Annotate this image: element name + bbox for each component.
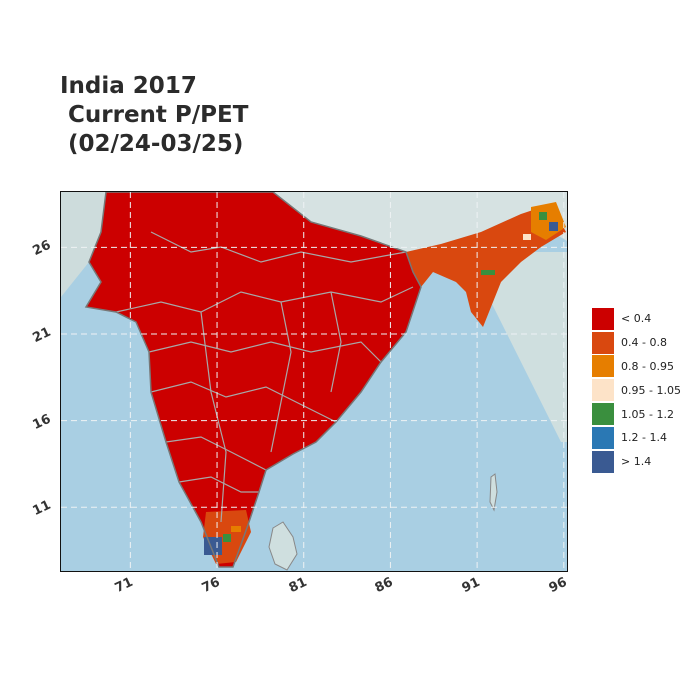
legend-swatch xyxy=(592,355,614,378)
x-tick-label: 81 xyxy=(286,574,310,597)
legend-swatch xyxy=(592,403,614,426)
title-line-2: Current P/PET xyxy=(60,102,249,128)
legend-swatch xyxy=(592,331,614,354)
legend-label: > 1.4 xyxy=(621,455,652,469)
x-tick-label: 71 xyxy=(113,574,136,597)
map-title: India 2017 Current P/PET (02/24-03/25) xyxy=(60,72,248,159)
y-tick-label: 21 xyxy=(30,324,54,346)
wet-patch xyxy=(523,234,531,240)
wet-patch xyxy=(549,222,558,231)
legend-label: 0.4 - 0.8 xyxy=(621,336,667,350)
wet-patch xyxy=(481,270,495,275)
legend-item: 1.2 - 1.4 xyxy=(592,426,681,450)
india-coastline xyxy=(84,192,422,568)
legend-swatch xyxy=(592,426,614,449)
legend-label: < 0.4 xyxy=(621,312,652,326)
y-tick-label: 26 xyxy=(30,238,54,260)
legend: < 0.4 0.4 - 0.8 0.8 - 0.95 0.95 - 1.05 1.05 … xyxy=(592,307,681,474)
andaman-islands xyxy=(489,473,498,512)
west-terrain xyxy=(61,192,106,297)
sri-lanka xyxy=(268,521,298,571)
y-tick-label: 11 xyxy=(30,497,54,520)
map-canvas xyxy=(61,192,567,571)
legend-item: 1.05 - 1.2 xyxy=(592,402,681,426)
east-terrain xyxy=(411,252,567,442)
legend-item: 0.4 - 0.8 xyxy=(592,331,681,355)
legend-label: 1.2 - 1.4 xyxy=(621,431,667,445)
x-tick-label: 91 xyxy=(459,574,483,597)
x-tick-label: 96 xyxy=(546,574,570,597)
northern-terrain xyxy=(61,192,567,252)
state-borders xyxy=(115,231,414,523)
legend-item: > 1.4 xyxy=(592,450,681,474)
y-tick-label: 16 xyxy=(30,411,54,433)
wet-patch xyxy=(539,212,547,220)
legend-label: 0.8 - 0.95 xyxy=(621,359,674,373)
legend-label: 1.05 - 1.2 xyxy=(621,407,674,421)
title-line-1: India 2017 xyxy=(60,73,197,99)
legend-label: 0.95 - 1.05 xyxy=(621,383,681,397)
legend-item: < 0.4 xyxy=(592,307,681,331)
legend-item: 0.95 - 1.05 xyxy=(592,378,681,402)
legend-swatch xyxy=(592,450,614,473)
title-line-3: (02/24-03/25) xyxy=(60,131,244,157)
wet-patch xyxy=(231,526,241,532)
india-mainland xyxy=(86,192,421,567)
gridlines xyxy=(61,192,567,571)
wet-patch xyxy=(223,534,231,542)
x-tick-label: 86 xyxy=(373,574,396,597)
legend-swatch xyxy=(592,379,614,402)
legend-item: 0.8 - 0.95 xyxy=(592,355,681,379)
map-panel[interactable] xyxy=(60,191,568,572)
legend-swatch xyxy=(592,307,614,330)
x-tick-label: 76 xyxy=(199,574,223,597)
